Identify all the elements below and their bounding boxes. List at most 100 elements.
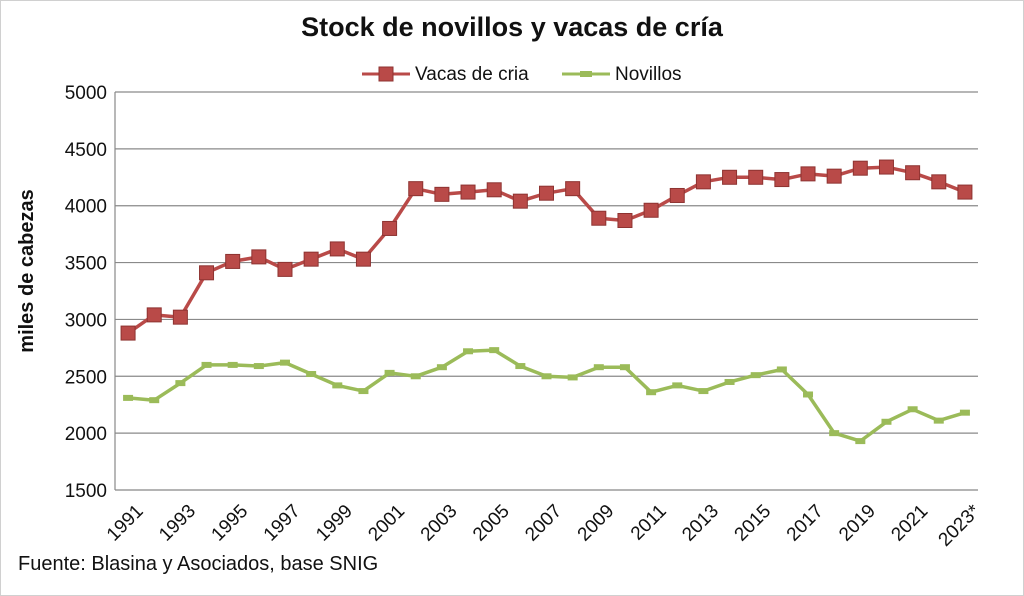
data-point-novillos [672,382,683,389]
data-point-vacas [408,181,424,197]
legend-vacas-marker [378,66,394,82]
data-point-vacas [957,184,973,200]
data-point-vacas [382,220,398,236]
data-point-novillos [855,438,866,445]
x-tick-label: 2023* [935,500,985,550]
data-point-vacas [826,168,842,184]
data-point-novillos [593,364,604,371]
data-point-novillos [907,406,918,413]
data-point-vacas [800,166,816,182]
y-axis-ticks: 1500 2000 2500 3000 3500 4000 4500 5000 [65,83,107,502]
data-point-novillos [881,418,892,425]
legend-novillos-marker [580,71,592,77]
data-point-novillos [463,348,474,355]
data-point-novillos [829,430,840,437]
y-tick-label: 4500 [65,140,107,161]
data-point-novillos [959,409,970,416]
x-tick-label: 2007 [521,501,566,546]
x-tick-label: 1999 [312,501,357,546]
data-point-vacas [669,187,685,203]
y-tick-label: 1500 [65,481,107,502]
data-point-novillos [698,388,709,395]
x-tick-label: 2013 [678,501,723,546]
data-point-novillos [175,380,186,387]
x-tick-label: 2021 [887,501,932,546]
data-point-novillos [306,371,317,378]
data-point-novillos [619,364,630,371]
data-point-novillos [123,394,134,401]
data-point-novillos [253,363,264,370]
data-point-vacas [251,249,267,265]
data-point-vacas [460,184,476,200]
x-tick-label: 2005 [469,501,514,546]
data-point-vacas [434,186,450,202]
data-point-novillos [410,373,421,380]
legend-vacas-label: Vacas de cria [415,64,529,85]
x-tick-label: 2001 [364,501,409,546]
source-note: Fuente: Blasina y Asociados, base SNIG [18,553,379,575]
data-point-novillos [436,364,447,371]
data-point-vacas [539,185,554,201]
x-tick-label: 2015 [731,501,776,546]
y-tick-label: 3500 [65,254,107,275]
data-point-vacas [617,212,633,228]
data-point-vacas [146,307,162,323]
data-point-novillos [515,363,526,370]
data-point-novillos [201,361,212,368]
x-tick-label: 1997 [260,501,305,546]
data-point-vacas [565,181,581,197]
data-point-novillos [646,389,657,396]
data-point-vacas [277,261,293,277]
y-tick-label: 2000 [65,424,107,445]
data-point-vacas [748,169,764,185]
data-point-vacas [774,172,790,188]
data-point-vacas [486,182,502,198]
y-axis-label: miles de cabezas [16,189,38,352]
x-tick-label: 2009 [574,501,619,546]
data-point-vacas [722,169,738,185]
data-point-vacas [931,174,947,190]
data-point-vacas [303,251,319,267]
data-point-novillos [541,373,552,380]
x-tick-label: 2017 [783,501,828,546]
data-point-novillos [803,391,814,398]
legend-novillos-label: Novillos [615,64,682,85]
x-tick-label: 2003 [417,501,462,546]
y-tick-label: 3000 [65,310,107,331]
data-point-vacas [852,160,868,176]
series-line-novillos [127,348,966,443]
data-point-vacas [512,193,528,209]
x-tick-label: 2011 [627,501,671,545]
data-point-novillos [227,361,238,368]
data-point-vacas [329,241,345,257]
data-point-vacas [199,265,215,281]
data-point-novillos [489,347,500,354]
data-point-vacas [905,165,921,181]
data-point-novillos [332,382,343,389]
x-axis-ticks: 1991 1993 1995 1997 1999 2001 2003 2005 2007 2009… [103,500,985,550]
data-point-vacas [120,325,136,341]
y-tick-label: 2500 [65,367,107,388]
data-point-vacas [643,202,659,218]
data-point-novillos [724,378,735,385]
data-point-novillos [776,366,787,373]
data-point-vacas [878,159,894,175]
data-point-novillos [567,374,578,381]
chart-title: Stock de novillos y vacas de cría [301,12,723,42]
data-point-novillos [384,369,395,376]
y-tick-label: 4000 [65,197,107,218]
data-point-vacas [225,253,241,269]
legend: Vacas de cria Novillos [362,64,682,85]
data-point-vacas [172,309,188,325]
series-group [120,159,973,445]
x-tick-label: 1991 [103,501,148,546]
data-point-vacas [355,251,371,267]
data-point-vacas [591,210,607,226]
x-tick-label: 1995 [208,501,253,546]
y-tick-label: 5000 [65,83,107,104]
gridlines [114,91,978,491]
x-tick-label: 1993 [155,501,200,546]
data-point-novillos [933,417,944,424]
data-point-vacas [695,174,711,190]
